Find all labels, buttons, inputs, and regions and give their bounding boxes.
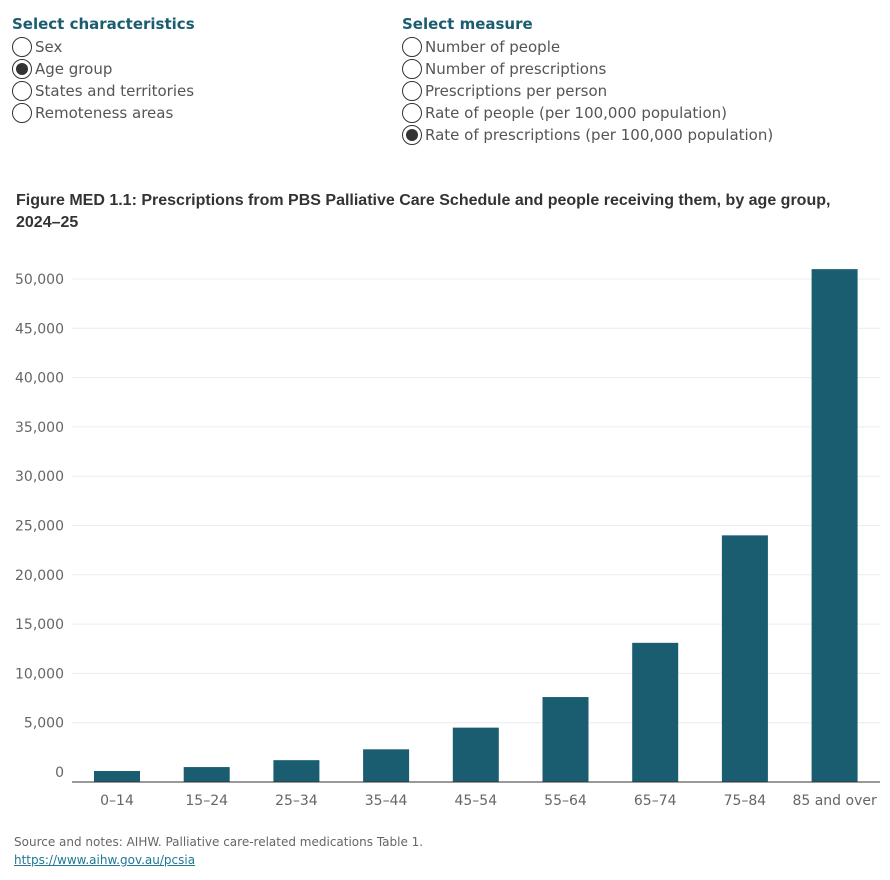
y-tick-label: 5,000 (24, 716, 64, 732)
radio-circle-icon[interactable] (402, 125, 422, 145)
x-tick-label: 45–54 (454, 793, 497, 809)
x-tick-label: 15–24 (185, 793, 228, 809)
radio-circle-icon[interactable] (12, 81, 32, 101)
source-text: Source and notes: AIHW. Palliative care-… (14, 835, 424, 849)
radio-circle-icon[interactable] (12, 59, 32, 79)
bar[interactable] (183, 767, 230, 782)
bar[interactable] (632, 642, 679, 782)
radio-circle-icon[interactable] (402, 37, 422, 57)
bar-chart: 0 5,000 10,000 15,000 20,000 25,000 30,000 35,0… (15, 269, 880, 809)
y-tick-label: 35,000 (15, 420, 64, 436)
bar[interactable] (363, 749, 410, 782)
radio-option-age-group[interactable]: Age group (12, 58, 195, 80)
source-note: Source and notes: AIHW. Palliative care-… (14, 833, 423, 869)
radio-option-number-of-prescriptions[interactable]: Number of prescriptions (402, 58, 773, 80)
radio-label: Prescriptions per person (425, 82, 608, 100)
measure-heading: Select measure (402, 15, 533, 33)
radio-label: Sex (35, 38, 63, 56)
radio-label: Age group (35, 60, 113, 78)
radio-option-rate-of-prescriptions[interactable]: Rate of prescriptions (per 100,000 popul… (402, 124, 773, 146)
y-tick-label: 15,000 (15, 617, 64, 633)
bars (94, 269, 858, 782)
x-tick-label: 75–84 (724, 793, 767, 809)
bar[interactable] (273, 760, 320, 782)
radio-option-prescriptions-per-person[interactable]: Prescriptions per person (402, 80, 773, 102)
radio-option-sex[interactable]: Sex (12, 36, 195, 58)
bar[interactable] (721, 535, 768, 782)
grid-lines (72, 278, 880, 724)
x-tick-label: 25–34 (275, 793, 318, 809)
x-axis-ticks: 0–14 15–24 25–34 35–44 45–54 55–64 65–74 75–84 8… (100, 793, 877, 809)
y-tick-label: 50,000 (15, 272, 64, 288)
y-axis-ticks: 0 5,000 10,000 15,000 20,000 25,000 30,000 35,0… (15, 272, 64, 781)
radio-label: Rate of people (per 100,000 population) (425, 104, 728, 122)
y-tick-label: 40,000 (15, 371, 64, 387)
bar[interactable] (452, 727, 499, 782)
chart-title: Figure MED 1.1: Prescriptions from PBS P… (16, 192, 831, 231)
y-tick-label: 45,000 (15, 321, 64, 337)
bar[interactable] (811, 269, 858, 782)
radio-circle-icon[interactable] (402, 103, 422, 123)
radio-circle-icon[interactable] (12, 103, 32, 123)
x-tick-label: 65–74 (634, 793, 677, 809)
source-link[interactable]: https://www.aihw.gov.au/pcsia (14, 853, 196, 867)
radio-option-rate-of-people[interactable]: Rate of people (per 100,000 population) (402, 102, 773, 124)
x-tick-label: 0–14 (100, 793, 134, 809)
y-tick-label: 20,000 (15, 568, 64, 584)
radio-label: Number of people (425, 38, 561, 56)
radio-label: States and territories (35, 82, 195, 100)
radio-option-number-of-people[interactable]: Number of people (402, 36, 773, 58)
y-tick-label: 0 (55, 765, 64, 781)
x-tick-label: 35–44 (365, 793, 408, 809)
radio-option-states-territories[interactable]: States and territories (12, 80, 195, 102)
radio-circle-icon[interactable] (402, 59, 422, 79)
radio-label: Remoteness areas (35, 104, 174, 122)
bar[interactable] (94, 771, 140, 782)
radio-label: Rate of prescriptions (per 100,000 popul… (425, 126, 774, 144)
bar[interactable] (542, 697, 589, 782)
characteristics-heading: Select characteristics (12, 15, 195, 33)
radio-label: Number of prescriptions (425, 60, 607, 78)
x-tick-label: 85 and over (792, 793, 877, 809)
measure-filter: Select measure Number of people Number o… (402, 14, 773, 146)
y-tick-label: 30,000 (15, 469, 64, 485)
characteristics-filter: Select characteristics Sex Age group Sta… (12, 14, 195, 124)
y-tick-label: 10,000 (15, 666, 64, 682)
radio-circle-icon[interactable] (402, 81, 422, 101)
y-tick-label: 25,000 (15, 519, 64, 535)
radio-option-remoteness-areas[interactable]: Remoteness areas (12, 102, 195, 124)
radio-circle-icon[interactable] (12, 37, 32, 57)
x-tick-label: 55–64 (544, 793, 587, 809)
